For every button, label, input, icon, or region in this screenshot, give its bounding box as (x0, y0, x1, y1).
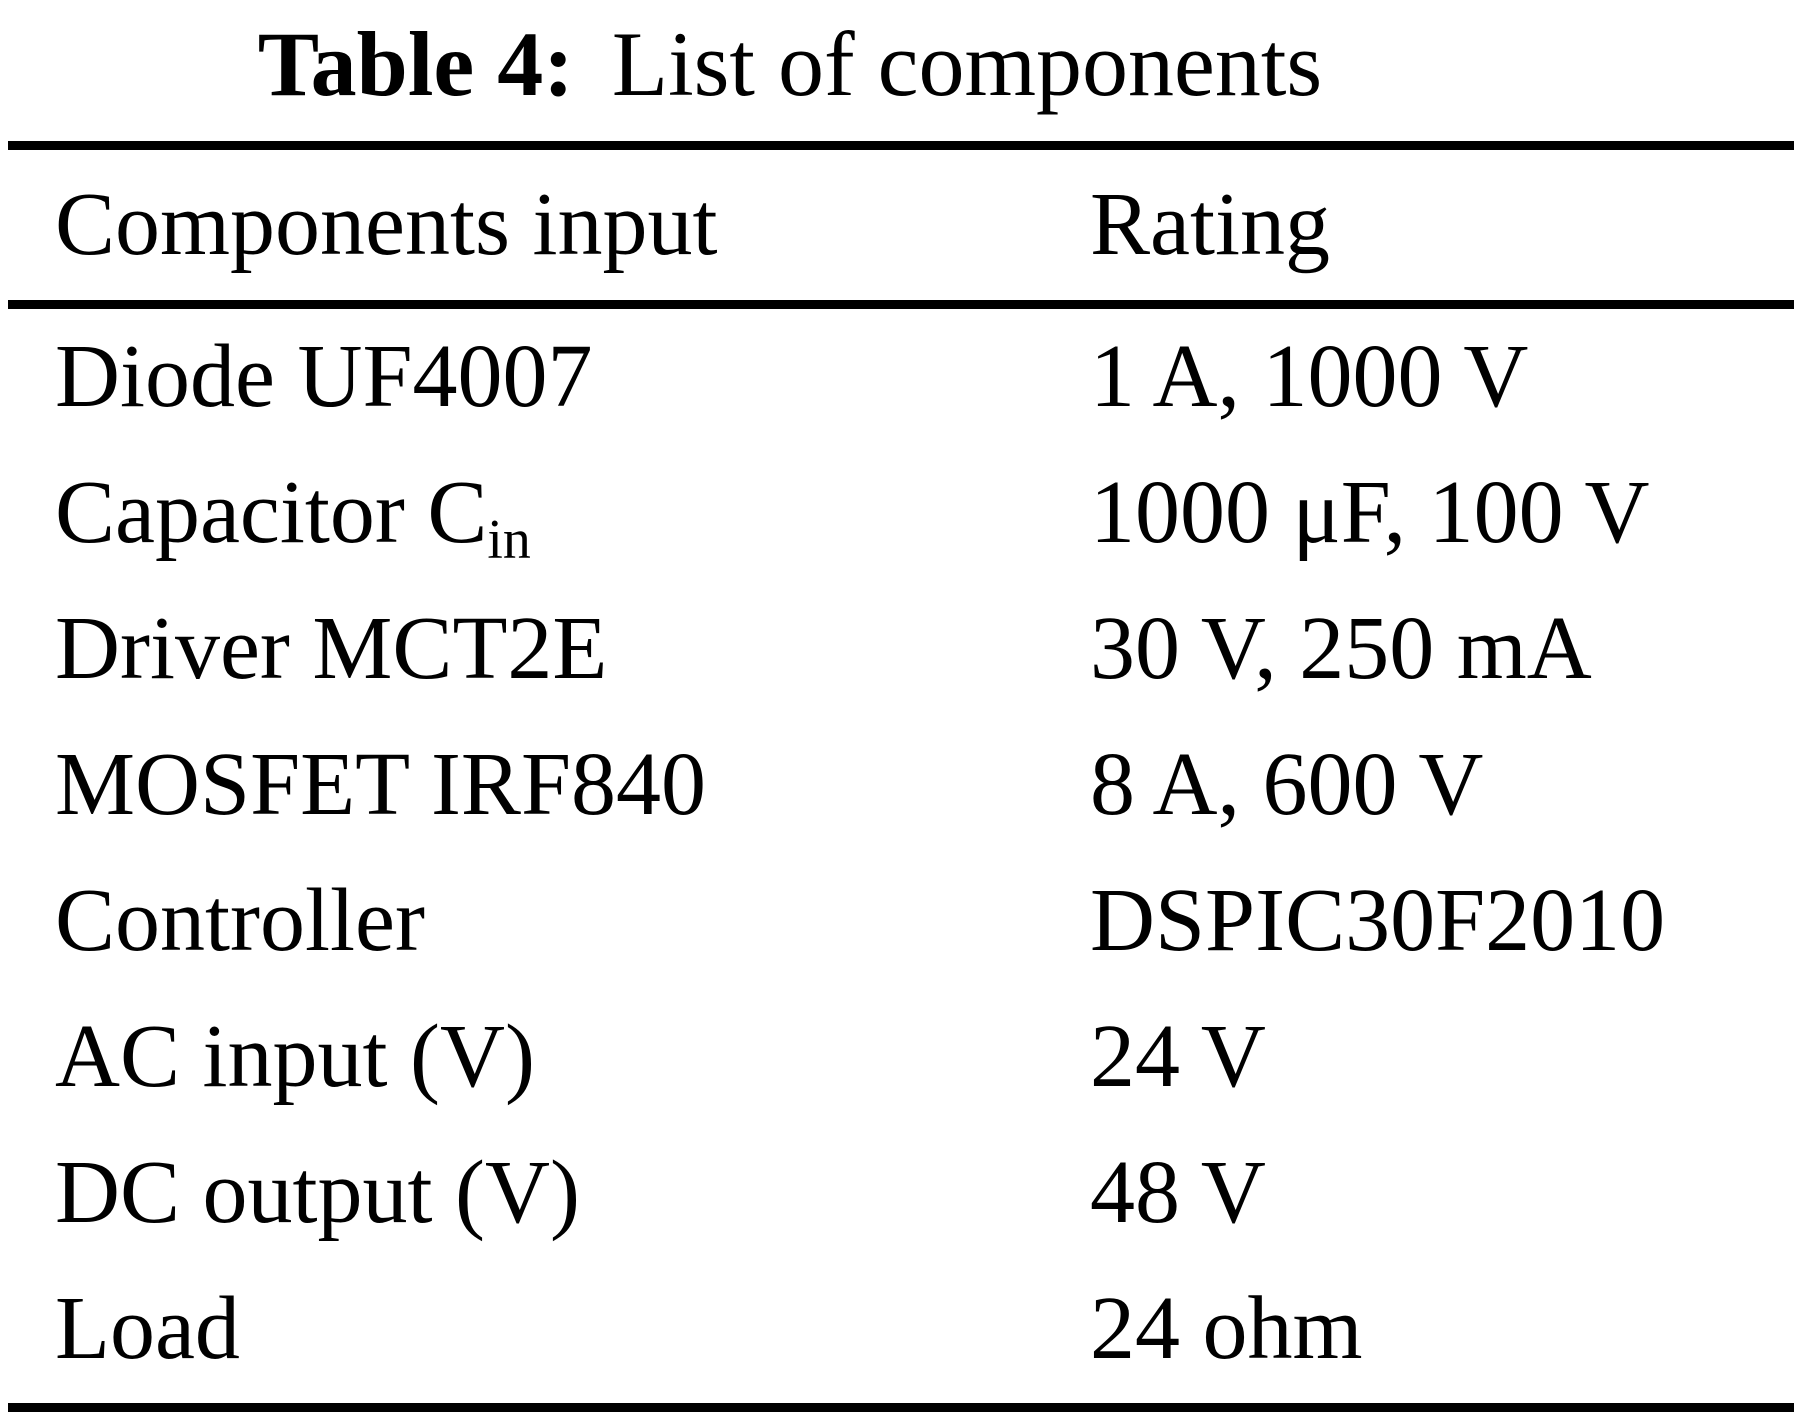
component-cell: Capacitor Cin (55, 463, 531, 571)
component-subscript: in (487, 508, 531, 571)
table-row: Driver MCT2E 30 V, 250 mA (0, 581, 1794, 717)
table-rule-mid (8, 300, 1794, 309)
rating-cell: 30 V, 250 mA (1090, 599, 1592, 698)
component-cell: Controller (55, 871, 425, 970)
component-cell: DC output (V) (55, 1143, 580, 1242)
table-caption-label: Table 4: (257, 13, 574, 115)
rating-cell: 24 V (1090, 1007, 1266, 1106)
table-row: Controller DSPIC30F2010 (0, 853, 1794, 989)
table-row: Load 24 ohm (0, 1261, 1794, 1397)
table-row: DC output (V) 48 V (0, 1125, 1794, 1261)
component-cell: Load (55, 1279, 240, 1378)
rating-cell: 1000 μF, 100 V (1090, 463, 1650, 562)
table-caption: Table 4: List of components (0, 0, 1794, 141)
component-cell: Diode UF4007 (55, 327, 593, 426)
table-rule-bottom (8, 1403, 1794, 1412)
rating-cell: 24 ohm (1090, 1279, 1363, 1378)
component-cell: MOSFET IRF840 (55, 735, 707, 834)
column-header-rating: Rating (1090, 175, 1330, 274)
rating-cell: DSPIC30F2010 (1090, 871, 1666, 970)
table-row: AC input (V) 24 V (0, 989, 1794, 1125)
table-header-row: Components input Rating (0, 150, 1794, 300)
table-rule-top (8, 141, 1794, 150)
component-cell: AC input (V) (55, 1007, 535, 1106)
table-row: Capacitor Cin 1000 μF, 100 V (0, 445, 1794, 581)
rating-cell: 48 V (1090, 1143, 1266, 1242)
rating-cell: 1 A, 1000 V (1090, 327, 1529, 426)
component-cell: Driver MCT2E (55, 599, 608, 698)
table-row: Diode UF4007 1 A, 1000 V (0, 309, 1794, 445)
table-caption-text: List of components (611, 13, 1323, 115)
table-row: MOSFET IRF840 8 A, 600 V (0, 717, 1794, 853)
column-header-components: Components input (55, 175, 718, 274)
rating-cell: 8 A, 600 V (1090, 735, 1484, 834)
